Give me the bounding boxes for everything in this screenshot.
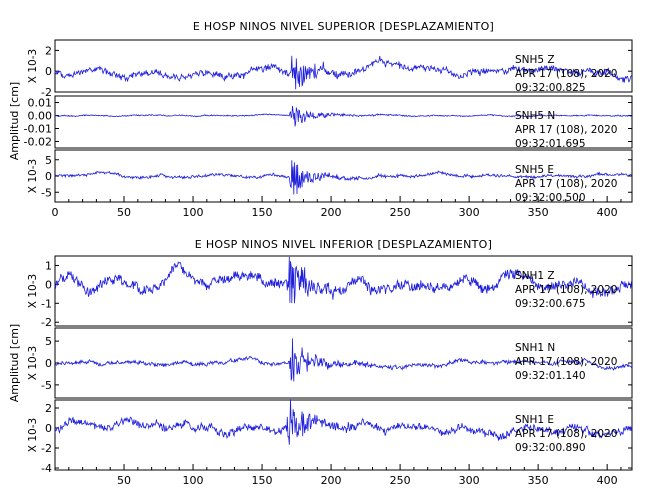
y-tick-label: 5 [45, 154, 52, 167]
x-tick-label: 400 [597, 474, 618, 487]
y-tick-label: 0 [45, 357, 52, 370]
y-tick-label: 1 [45, 259, 52, 272]
date-label: APR 17 (108), 2020 [515, 428, 617, 440]
trace-panel-snh1-z: 1 0 -1 -2X 10-3 SNH1 Z APR 17 (108), 2020 09:3… [27, 255, 633, 329]
trace-panel-snh5-n: 0.010.00-0.01-0.02 SNH5 N APR 17 (108), 20… [24, 95, 633, 150]
trace-panel-snh1-n: 5 0 -5X 10-3 SNH1 N APR 17 (108), 2020 09:32:… [27, 327, 633, 399]
time-label: 09:32:00.890 [515, 442, 586, 454]
time-label: 09:32:01.140 [515, 370, 586, 382]
date-label: APR 17 (108), 2020 [515, 68, 617, 80]
waveform-trace [54, 256, 633, 304]
y-tick-label: -4 [41, 462, 52, 475]
date-label: APR 17 (108), 2020 [515, 178, 617, 190]
time-label: 09:32:00.500 [515, 192, 586, 204]
station-label: SNH5 N [515, 110, 555, 122]
chart-group-1: E HOSP NINOS NIVEL SUPERIOR [DESPLAZAMIE… [8, 20, 633, 219]
x-tick-label: 150 [252, 206, 273, 219]
y-tick-label: 5 [45, 335, 52, 348]
date-label: APR 17 (108), 2020 [515, 124, 617, 136]
x-tick-label: 0 [52, 206, 59, 219]
panel-frame [54, 255, 633, 327]
time-label: 09:32:00.825 [515, 82, 586, 94]
x-tick-label: 200 [321, 206, 342, 219]
trace-panel-snh5-z: 2 0 -2X 10-3 SNH5 Z APR 17 (108), 2020 09:32:… [27, 39, 633, 99]
station-label: SNH5 E [515, 164, 554, 176]
x-tick-label: 200 [321, 474, 342, 487]
y-tick-label: 2 [45, 402, 52, 415]
station-label: SNH1 N [515, 342, 555, 354]
chart-group-2: E HOSP NINOS NIVEL INFERIOR [DESPLAZAMIE… [8, 238, 633, 487]
x-tick-label: 350 [528, 206, 549, 219]
y-axis-title: Amplitud [cm] [8, 324, 21, 402]
time-label: 09:32:00.675 [515, 298, 586, 310]
x-tick-label: 300 [459, 474, 480, 487]
waveform-trace [54, 399, 633, 445]
panel-frame [54, 399, 633, 471]
y-tick-label: 2 [45, 44, 52, 57]
y-scale-label: X 10-3 [27, 159, 39, 193]
chart-title: E HOSP NINOS NIVEL INFERIOR [DESPLAZAMIE… [195, 238, 492, 251]
y-scale-label: X 10-3 [27, 418, 39, 452]
y-tick-label: -2 [41, 442, 52, 455]
chart-title: E HOSP NINOS NIVEL SUPERIOR [DESPLAZAMIE… [193, 20, 494, 33]
y-tick-label: 0 [45, 278, 52, 291]
y-tick-label: -2 [41, 86, 52, 99]
y-tick-label: -5 [41, 379, 52, 392]
y-tick-label: 0.00 [28, 110, 53, 123]
trace-panel-snh1-e: 2 0 -2 -4X 10-3 SNH1 E APR 17 (108), 2020 09:3… [27, 399, 633, 475]
x-tick-label: 300 [459, 206, 480, 219]
x-tick-label: 100 [183, 474, 204, 487]
y-tick-label: 0 [45, 170, 52, 183]
y-tick-label: -0.01 [24, 123, 52, 136]
y-tick-label: 0 [45, 65, 52, 78]
panel-frame [54, 95, 633, 149]
y-tick-label: -5 [41, 186, 52, 199]
waveform-trace [55, 105, 632, 127]
date-label: APR 17 (108), 2020 [515, 284, 617, 296]
x-tick-label: 400 [597, 206, 618, 219]
x-tick-label: 250 [390, 474, 411, 487]
y-scale-label: X 10-3 [27, 346, 39, 380]
station-label: SNH5 Z [515, 54, 555, 66]
x-tick-label: 100 [183, 206, 204, 219]
waveform-trace [54, 338, 633, 382]
y-scale-label: X 10-3 [27, 49, 39, 83]
x-tick-label: 50 [117, 474, 131, 487]
date-label: APR 17 (108), 2020 [515, 356, 617, 368]
x-tick-label: 350 [528, 474, 549, 487]
trace-panel-snh5-e: 5 0 -5X 10-3 SNH5 E APR 17 (108), 2020 09:32:… [27, 149, 633, 204]
panel-frame [54, 39, 633, 93]
station-label: SNH1 Z [515, 270, 555, 282]
y-tick-label: -0.02 [24, 136, 52, 149]
y-axis-title: Amplitud [cm] [8, 82, 21, 160]
waveform-trace [54, 160, 633, 195]
station-label: SNH1 E [515, 414, 554, 426]
y-scale-label: X 10-3 [27, 274, 39, 308]
y-tick-label: -2 [41, 316, 52, 329]
y-tick-label: 0.01 [28, 97, 53, 110]
x-tick-label: 50 [117, 206, 131, 219]
y-tick-label: 0 [45, 422, 52, 435]
waveform-trace [54, 55, 633, 90]
x-tick-label: 150 [252, 474, 273, 487]
y-tick-label: -1 [41, 297, 52, 310]
time-label: 09:32:01.695 [515, 138, 586, 150]
x-tick-label: 250 [390, 206, 411, 219]
